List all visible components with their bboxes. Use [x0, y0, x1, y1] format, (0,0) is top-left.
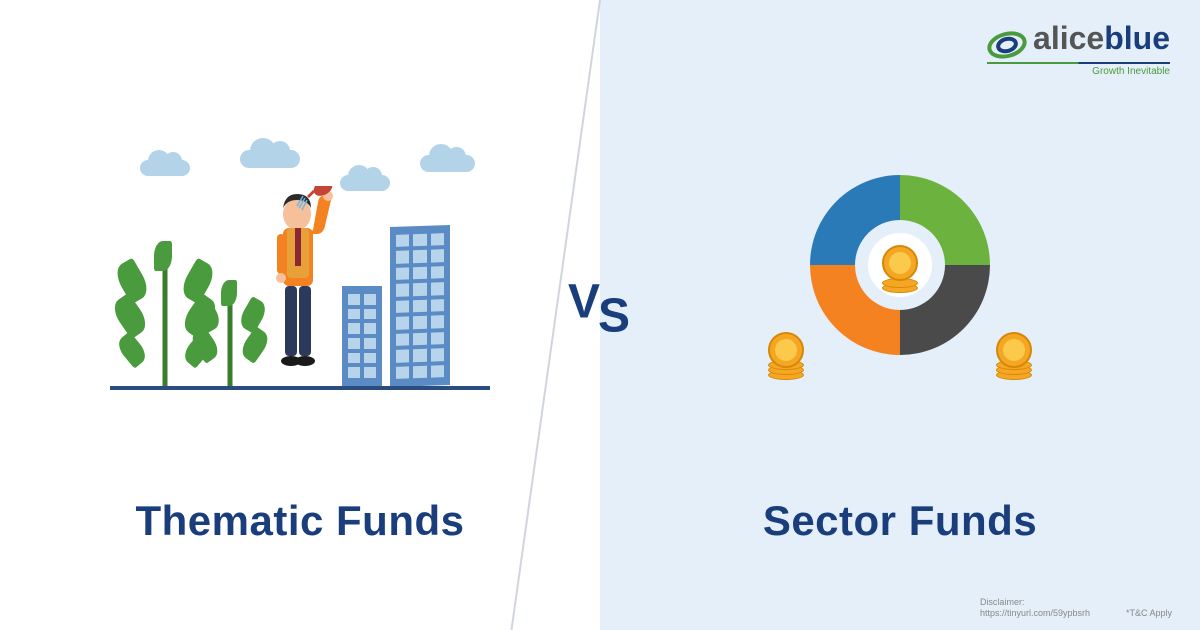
logo-underline	[987, 62, 1170, 64]
logo-tagline: Growth Inevitable	[987, 66, 1170, 77]
plant-icon	[205, 286, 255, 386]
cloud-icon	[240, 150, 300, 168]
aliceblue-logo: aliceblue Growth Inevitable	[987, 20, 1170, 77]
thematic-illustration	[110, 160, 490, 390]
left-panel: Thematic Funds	[0, 0, 600, 630]
plant-icon	[130, 246, 200, 386]
cloud-icon	[340, 175, 390, 191]
coin-icon	[768, 344, 804, 380]
disclaimer-url: https://tinyurl.com/59ypbsrh	[980, 608, 1090, 620]
vs-s: S	[598, 289, 630, 344]
vs-v: V	[568, 275, 600, 330]
logo-part2: blue	[1104, 20, 1170, 56]
person-watering-icon	[255, 186, 345, 386]
comparison-infographic: Thematic Funds VS aliceblue Growth Inevi…	[0, 0, 1200, 630]
building-icon	[390, 225, 450, 387]
sector-illustration	[750, 150, 1050, 400]
disclaimer-label: Disclaimer:	[980, 597, 1090, 609]
logo-swirl-icon	[987, 31, 1027, 59]
ground-line	[110, 386, 490, 390]
vs-label: VS	[568, 275, 632, 330]
building-icon	[342, 286, 382, 386]
logo-part1: alice	[1033, 20, 1104, 56]
tc-apply-text: *T&C Apply	[1126, 608, 1172, 618]
cloud-icon	[420, 155, 475, 172]
right-title: Sector Funds	[600, 497, 1200, 545]
disclaimer-text: Disclaimer: https://tinyurl.com/59ypbsrh	[980, 597, 1090, 620]
left-title: Thematic Funds	[0, 497, 600, 545]
right-panel: aliceblue Growth Inevitable	[600, 0, 1200, 630]
coin-icon	[996, 344, 1032, 380]
cloud-icon	[140, 160, 190, 176]
coin-icon	[882, 257, 918, 293]
sector-swirl-icon	[800, 165, 1000, 365]
